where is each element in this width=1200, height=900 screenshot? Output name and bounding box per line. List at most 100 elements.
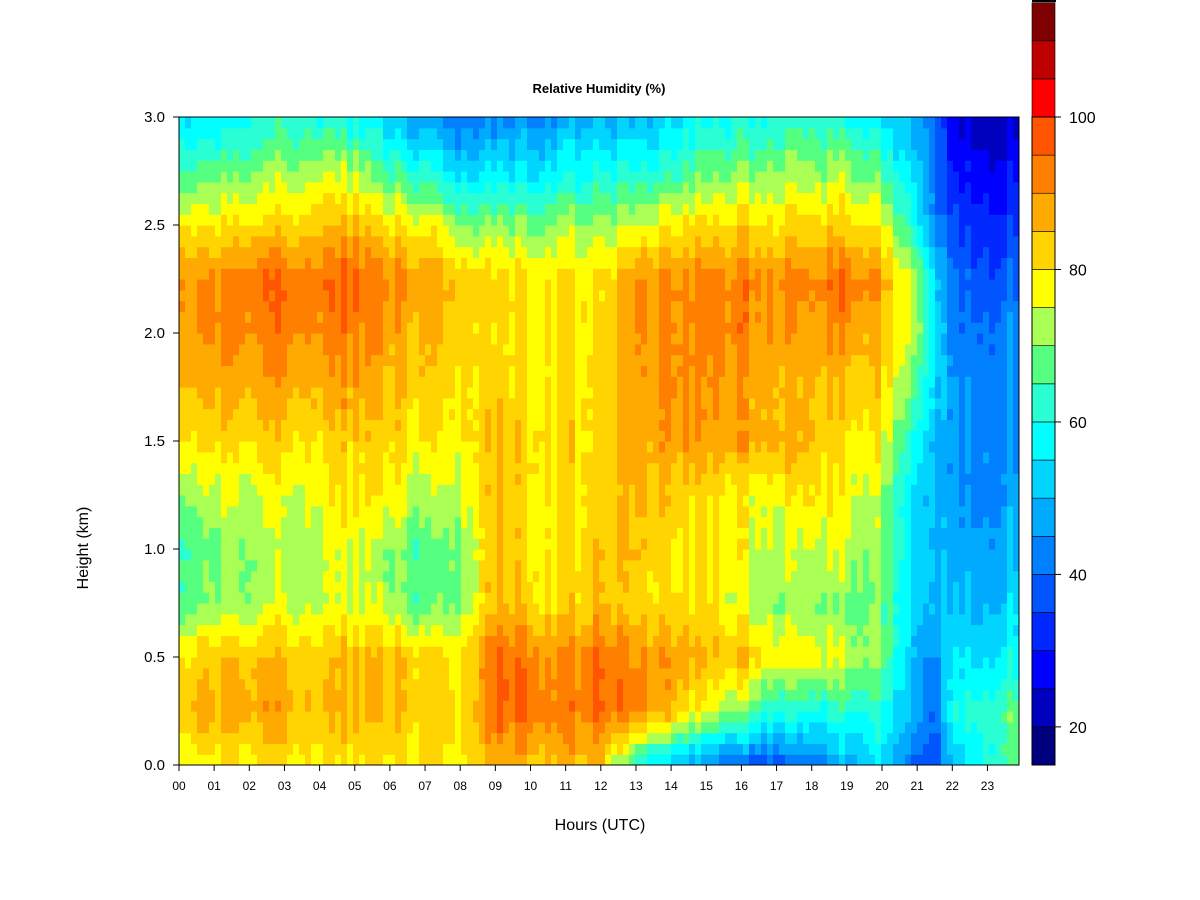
heatmap-cell	[599, 754, 606, 765]
heatmap-cell	[527, 603, 534, 615]
heatmap-cell	[659, 160, 666, 172]
heatmap-cell	[521, 300, 528, 312]
heatmap-cell	[203, 365, 210, 377]
heatmap-cell	[179, 700, 186, 712]
heatmap-cell	[617, 484, 624, 496]
heatmap-cell	[581, 495, 588, 507]
heatmap-cell	[581, 603, 588, 615]
heatmap-cell	[641, 441, 648, 453]
heatmap-cell	[341, 711, 348, 723]
heatmap-cell	[515, 279, 522, 291]
heatmap-cell	[677, 689, 684, 701]
heatmap-cell	[263, 289, 270, 302]
heatmap-cell	[401, 592, 408, 604]
heatmap-cell	[479, 322, 486, 334]
heatmap-cell	[323, 322, 330, 334]
heatmap-cell	[461, 343, 468, 356]
heatmap-cell	[563, 700, 570, 712]
heatmap-cell	[551, 214, 558, 226]
heatmap-cell	[305, 181, 312, 194]
heatmap-cell	[317, 138, 324, 150]
heatmap-cell	[257, 257, 264, 269]
heatmap-cell	[185, 279, 192, 291]
heatmap-cell	[317, 592, 324, 604]
heatmap-cell	[593, 689, 600, 701]
heatmap-cell	[665, 171, 672, 183]
heatmap-cell	[635, 376, 642, 388]
heatmap-cell	[293, 387, 300, 399]
heatmap-cell	[221, 214, 228, 226]
heatmap-cell	[551, 700, 558, 712]
heatmap-cell	[575, 246, 582, 258]
heatmap-cell	[437, 430, 444, 442]
heatmap-cell	[467, 214, 474, 226]
heatmap-cell	[263, 408, 270, 420]
heatmap-cell	[593, 462, 600, 474]
heatmap-cell	[293, 581, 300, 593]
heatmap-cell	[203, 538, 210, 550]
heatmap-cell	[659, 171, 666, 183]
heatmap-cell	[365, 279, 372, 291]
heatmap-cell	[659, 505, 666, 518]
heatmap-cell	[413, 462, 420, 474]
heatmap-cell	[665, 516, 672, 528]
heatmap-cell	[233, 203, 240, 215]
heatmap-cell	[671, 592, 678, 604]
heatmap-cell	[293, 397, 300, 410]
heatmap-cell	[581, 451, 588, 464]
heatmap-cell	[281, 678, 288, 690]
heatmap-cell	[407, 279, 414, 291]
heatmap-cell	[419, 657, 426, 669]
heatmap-cell	[239, 624, 246, 636]
heatmap-cell	[263, 635, 270, 647]
heatmap-cell	[275, 462, 282, 474]
heatmap-cell	[245, 246, 252, 258]
heatmap-cell	[587, 181, 594, 194]
heatmap-cell	[431, 257, 438, 269]
heatmap-cell	[659, 430, 666, 442]
heatmap-cell	[671, 430, 678, 442]
heatmap-cell	[293, 117, 300, 129]
heatmap-cell	[263, 333, 270, 345]
heatmap-cell	[359, 581, 366, 593]
heatmap-cell	[329, 516, 336, 528]
heatmap-cell	[185, 473, 192, 485]
heatmap-cell	[509, 160, 516, 172]
heatmap-cell	[179, 225, 186, 237]
heatmap-cell	[479, 235, 486, 248]
heatmap-cell	[203, 138, 210, 150]
heatmap-cell	[335, 268, 342, 280]
heatmap-cell	[545, 203, 552, 215]
heatmap-cell	[485, 721, 492, 734]
heatmap-cell	[527, 279, 534, 291]
heatmap-cell	[275, 430, 282, 442]
heatmap-cell	[599, 203, 606, 215]
heatmap-cell	[437, 160, 444, 172]
heatmap-cell	[551, 160, 558, 172]
heatmap-cell	[335, 635, 342, 647]
heatmap-cell	[545, 171, 552, 183]
heatmap-cell	[533, 549, 540, 561]
heatmap-cell	[491, 451, 498, 464]
heatmap-cell	[203, 160, 210, 172]
heatmap-cell	[329, 538, 336, 550]
heatmap-cell	[275, 279, 282, 291]
heatmap-cell	[209, 289, 216, 302]
heatmap-cell	[461, 117, 468, 129]
heatmap-cell	[389, 538, 396, 550]
heatmap-cell	[647, 581, 654, 593]
heatmap-cell	[383, 451, 390, 464]
heatmap-cell	[407, 473, 414, 485]
heatmap-cell	[467, 505, 474, 518]
heatmap-cell	[521, 743, 528, 755]
heatmap-cell	[299, 721, 306, 734]
heatmap-cell	[233, 322, 240, 334]
heatmap-cell	[557, 473, 564, 485]
heatmap-cell	[197, 538, 204, 550]
heatmap-cell	[617, 246, 624, 258]
heatmap-cell	[317, 754, 324, 765]
heatmap-cell	[311, 192, 318, 204]
heatmap-cell	[233, 441, 240, 453]
heatmap-cell	[509, 171, 516, 183]
heatmap-cell	[563, 484, 570, 496]
